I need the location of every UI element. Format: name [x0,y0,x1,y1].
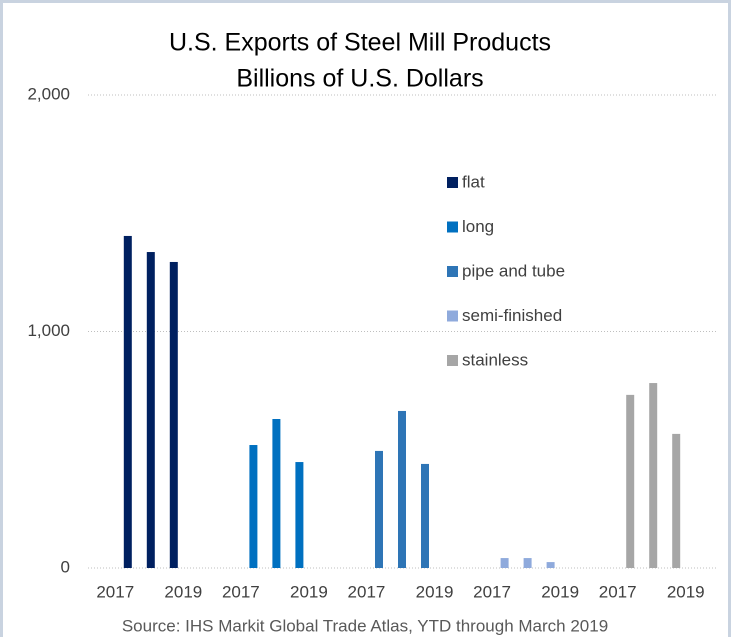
x-tick-label: 2017 [599,582,637,601]
bar [500,558,509,568]
chart-subtitle: Billions of U.S. Dollars [236,65,483,93]
bar [146,252,155,568]
legend-swatch [447,310,458,322]
x-tick-label: 2019 [541,582,579,601]
bar [672,433,681,568]
bar [375,450,383,568]
bar [169,261,178,568]
x-tick-label: 2017 [222,582,260,601]
x-tick-label: 2017 [473,582,511,601]
bar [523,558,532,568]
legend-swatch [447,221,458,233]
bar [123,235,132,569]
bar [626,394,635,568]
legend-swatch [447,355,458,366]
x-tick-label: 2019 [290,582,328,601]
x-tick-label: 2019 [667,582,705,601]
legend-swatch [447,177,458,188]
source-note: Source: IHS Markit Global Trade Atlas, Y… [122,616,608,635]
y-tick-label: 1,000 [27,321,70,340]
chart-title: U.S. Exports of Steel Mill Products [169,29,551,57]
legend-label: stainless [462,350,528,369]
legend-swatch [447,266,458,277]
x-tick-label: 2019 [164,582,202,601]
y-tick-label: 0 [61,557,70,576]
legend-label: pipe and tube [462,261,565,280]
bar [249,445,258,568]
x-tick-label: 2017 [96,582,134,601]
x-tick-label: 2017 [348,582,386,601]
bar [649,383,658,568]
legend-label: long [462,217,494,236]
bar [421,463,429,568]
y-tick-label: 2,000 [27,84,70,103]
x-tick-label: 2019 [416,582,454,601]
bar [272,419,281,568]
bar [295,462,304,568]
bar [398,410,406,568]
bar [546,562,555,568]
legend-label: semi-finished [462,306,562,325]
legend-label: flat [462,172,485,191]
